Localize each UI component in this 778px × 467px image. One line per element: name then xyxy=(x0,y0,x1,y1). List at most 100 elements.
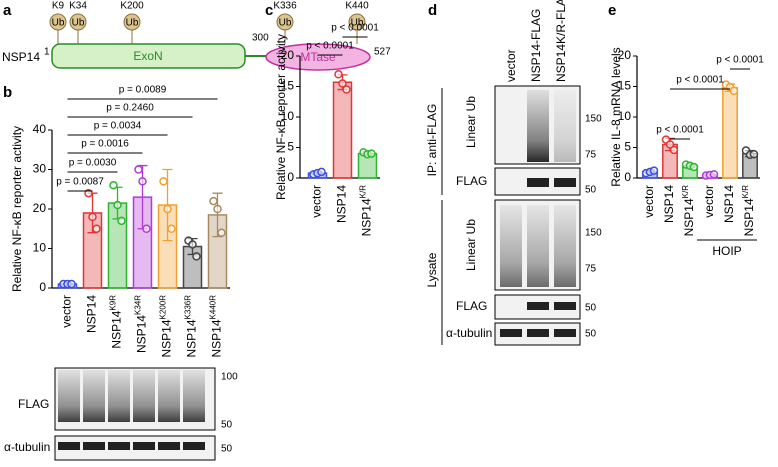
y-axis-label: Relative NF-κB reporter activity xyxy=(274,34,288,200)
data-point xyxy=(749,149,759,159)
lane-label: vector xyxy=(504,49,518,82)
data-point xyxy=(138,177,147,186)
site-label: K34 xyxy=(69,1,87,12)
x-tick-label: NSP14K336R xyxy=(183,295,199,358)
panel-label: c xyxy=(265,2,273,19)
p-value: p < 0.0001 xyxy=(656,125,704,136)
blot-label: α-tubulin xyxy=(446,326,492,340)
mw-marker: 50 xyxy=(585,303,597,314)
x-tick-label: NSP14K9R xyxy=(108,295,124,349)
p-value: p < 0.0001 xyxy=(306,41,354,52)
data-point xyxy=(92,224,101,233)
data-point xyxy=(729,86,739,96)
mw-marker: 75 xyxy=(585,150,597,161)
x-tick-label: NSP14K/R xyxy=(741,185,757,237)
blot-label: FLAG xyxy=(456,299,487,313)
residue-boundary: 300 xyxy=(252,33,269,44)
ub-circle xyxy=(348,13,366,31)
mw-marker: 100 xyxy=(221,372,238,383)
y-tick-label: 5 xyxy=(624,140,631,154)
data-point xyxy=(113,200,122,210)
group-label: HOIP xyxy=(712,244,741,258)
blot-band xyxy=(158,442,180,450)
bar xyxy=(722,86,738,179)
y-tick-label: 20 xyxy=(33,201,47,215)
ub-circle xyxy=(276,13,294,31)
data-point xyxy=(649,166,659,175)
data-point xyxy=(689,162,699,172)
y-axis-label: Relative NF-κB reporter activity xyxy=(10,126,24,292)
protein-name: NSP14 xyxy=(2,50,40,64)
section-label: Lysate xyxy=(425,252,439,287)
data-point xyxy=(338,79,347,88)
mw-marker: 50 xyxy=(221,420,233,431)
y-tick-label: 40 xyxy=(33,122,47,136)
blot-smear xyxy=(527,90,549,162)
mw-marker: 50 xyxy=(585,185,597,196)
blot-smear xyxy=(158,370,180,422)
data-point xyxy=(117,216,126,226)
blot-smear xyxy=(183,370,205,422)
x-tick-label: vector xyxy=(642,185,656,218)
blot-label: FLAG xyxy=(456,174,487,188)
x-tick-label: NSP14K200R xyxy=(158,295,174,358)
p-value: p < 0.0001 xyxy=(676,75,724,86)
lane-label: NSP14K/R-FLAG xyxy=(554,0,568,82)
x-tick-label: NSP14 xyxy=(662,185,676,223)
p-value: p = 0.0034 xyxy=(94,121,142,132)
ub-circle xyxy=(69,13,87,31)
mw-marker: 50 xyxy=(585,329,597,340)
panel-label: b xyxy=(3,84,12,101)
data-point xyxy=(134,165,143,174)
x-tick-label: NSP14K440R xyxy=(208,295,224,358)
x-tick-label: vector xyxy=(60,295,74,328)
x-tick-label: NSP14 xyxy=(722,185,736,223)
data-point xyxy=(163,204,172,214)
y-tick-label: 10 xyxy=(33,241,47,255)
data-point xyxy=(192,252,201,261)
data-point xyxy=(109,181,118,190)
y-tick-label: 20 xyxy=(281,48,295,62)
data-point xyxy=(709,170,719,179)
x-tick-label: NSP14K/R xyxy=(358,185,374,237)
blot-band xyxy=(554,329,576,337)
blot-band xyxy=(527,329,549,337)
domain-diagram: NSP14 1 ExoN 300 MTase 527 xyxy=(2,33,391,71)
y-tick-label: 10 xyxy=(281,109,295,123)
x-tick-label: NSP14 xyxy=(85,295,99,333)
blot-smear xyxy=(58,370,80,422)
blot-band xyxy=(554,178,576,187)
data-point xyxy=(67,279,76,289)
p-value: p < 0.0001 xyxy=(716,55,764,66)
data-point xyxy=(159,177,168,186)
blot-band xyxy=(58,442,80,450)
domain-label: ExoN xyxy=(133,49,162,63)
blot-smear xyxy=(133,370,155,422)
y-tick-label: 0 xyxy=(39,280,46,294)
panel-label: d xyxy=(428,2,437,19)
p-value: p < 0.0001 xyxy=(331,23,379,34)
mw-marker: 150 xyxy=(585,228,602,239)
data-point xyxy=(317,167,326,177)
y-tick-label: 5 xyxy=(287,140,294,154)
data-point xyxy=(167,224,176,233)
data-point xyxy=(669,145,679,155)
mw-marker: 75 xyxy=(585,264,597,275)
data-point xyxy=(142,224,151,233)
x-tick-label: vector xyxy=(310,185,324,218)
data-point xyxy=(188,240,197,249)
y-tick-label: 20 xyxy=(618,48,632,62)
data-point xyxy=(367,149,376,158)
mw-marker: 150 xyxy=(585,114,602,125)
y-axis-label: Relative IL-8 mRNA levels xyxy=(609,47,623,186)
x-tick-label: vector xyxy=(702,185,716,218)
blot-label: Linear Ub xyxy=(464,219,478,271)
ub-circle xyxy=(123,13,141,31)
ub-label: Ub xyxy=(72,18,85,29)
x-tick-label: NSP14K/R xyxy=(681,185,697,237)
lane-label: NSP14-FLAG xyxy=(529,9,543,82)
data-point xyxy=(665,140,675,149)
blot-label: Linear Ub xyxy=(464,96,478,148)
bar xyxy=(332,81,353,179)
